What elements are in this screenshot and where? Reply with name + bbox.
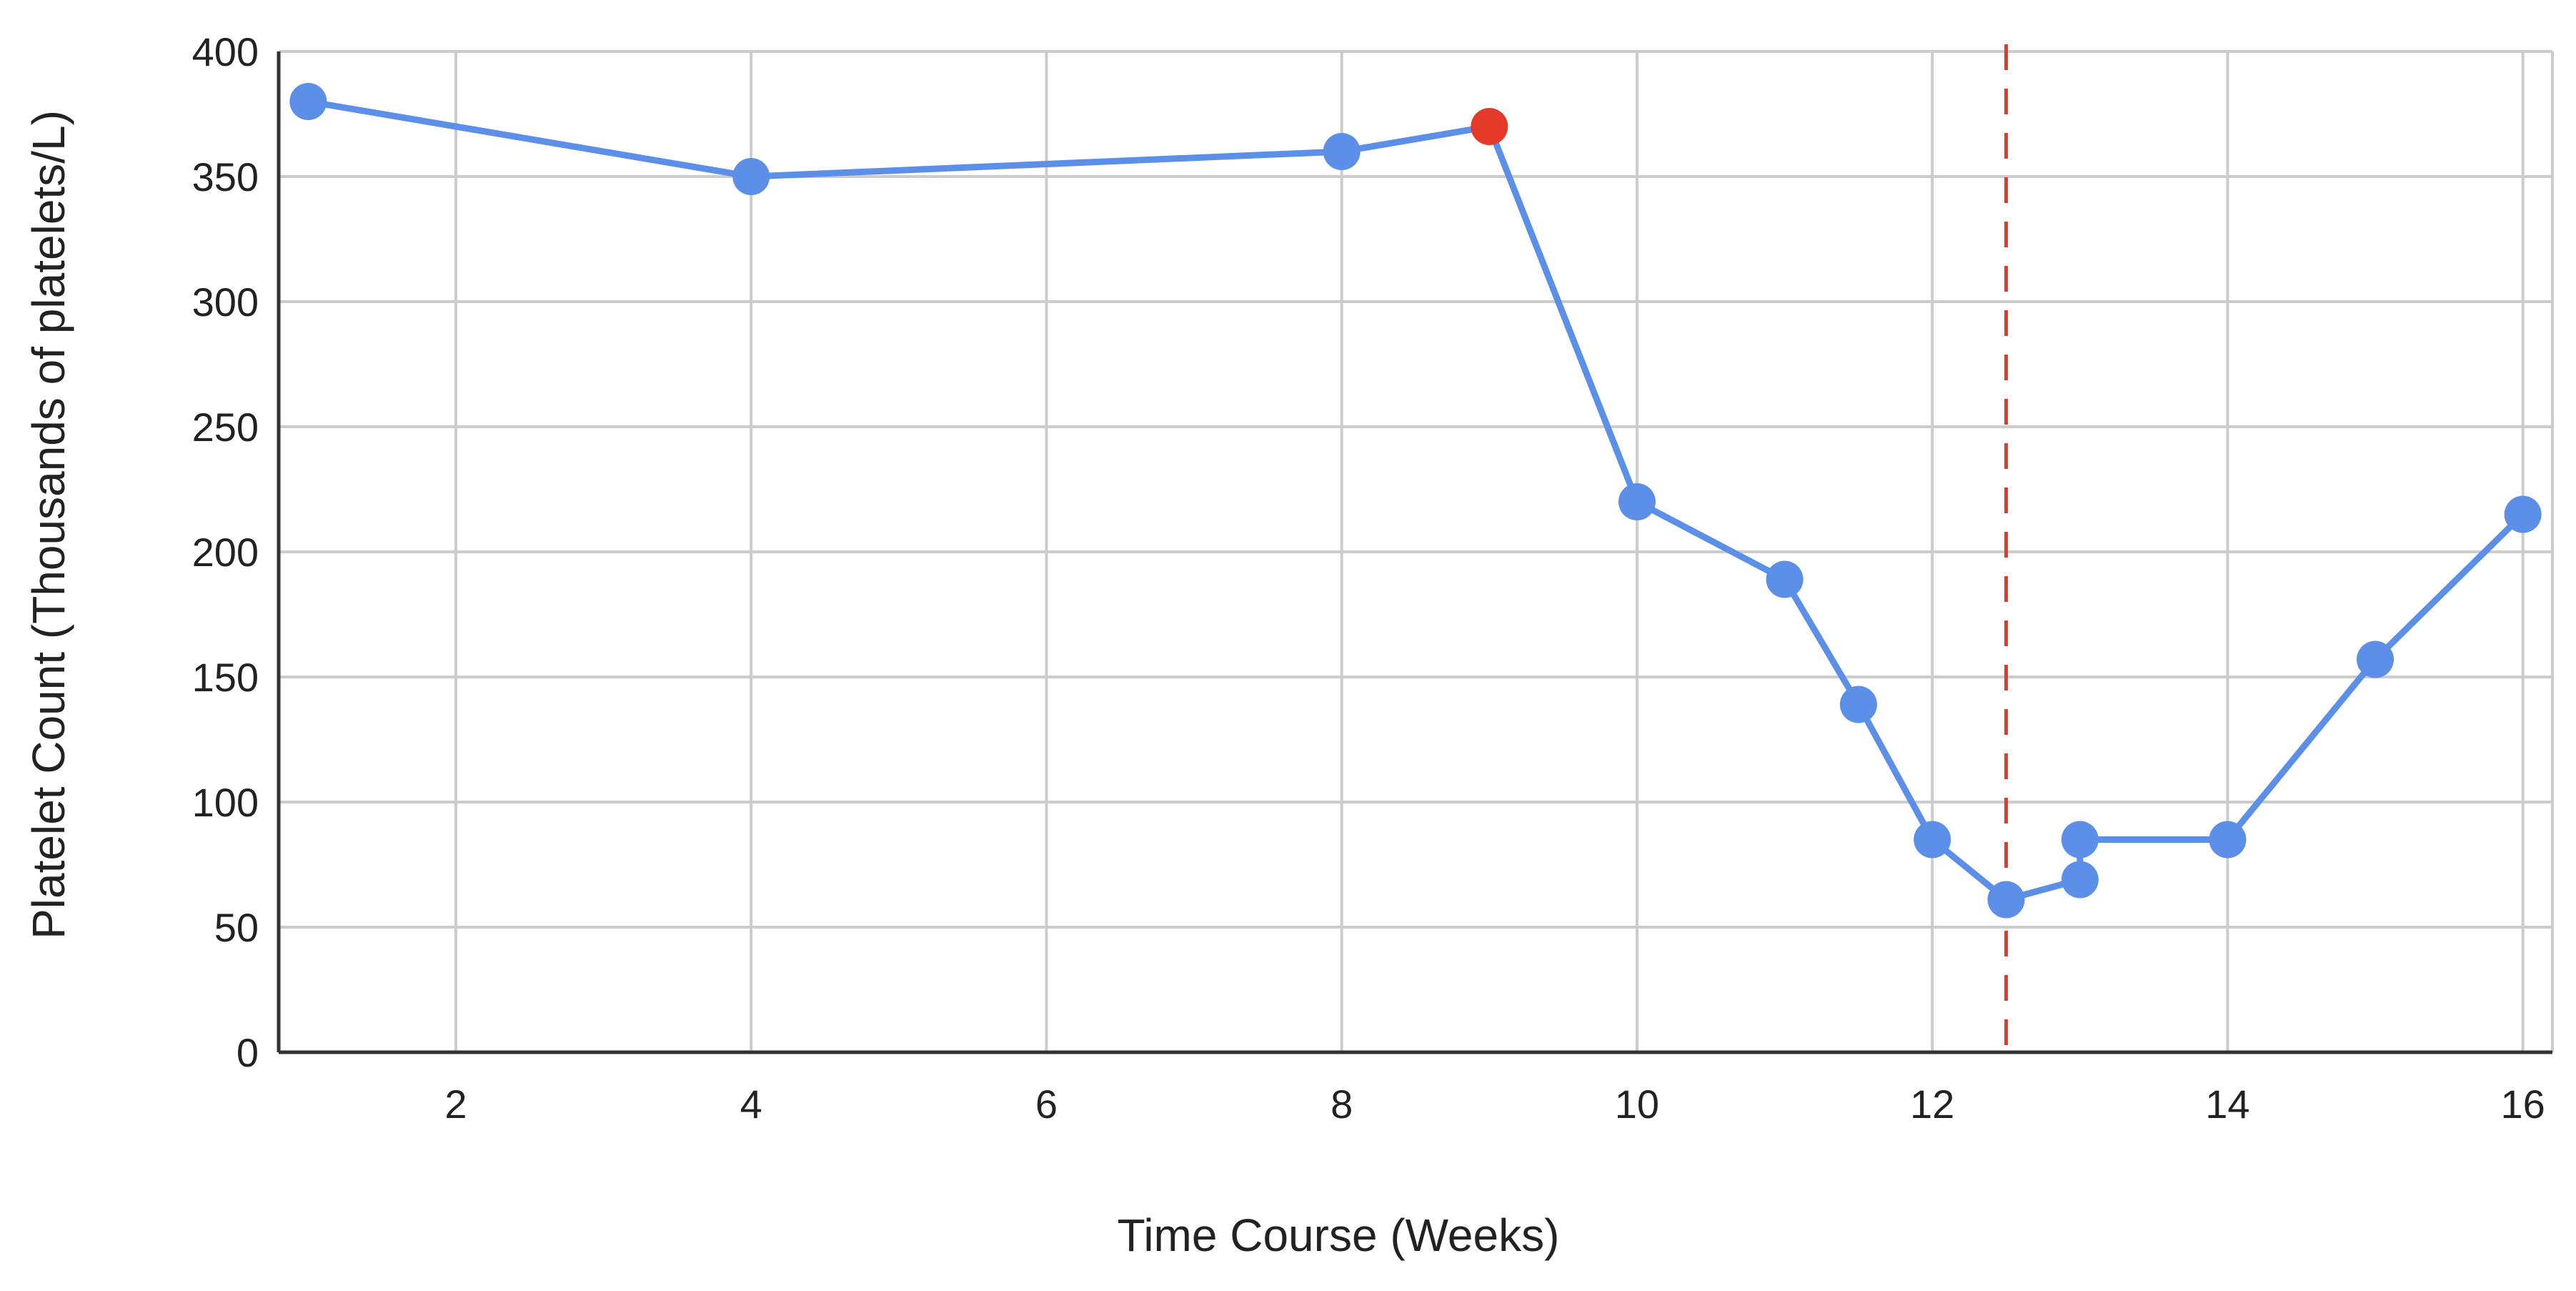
grid-lines: [279, 50, 2554, 1052]
data-series: [289, 83, 2542, 919]
x-tick-label: 14: [2205, 1082, 2249, 1127]
x-tick-label: 8: [1331, 1082, 1353, 1127]
data-point: [1839, 686, 1877, 723]
x-tick-label: 10: [1615, 1082, 1659, 1127]
y-tick-label: 0: [237, 1030, 259, 1075]
x-tick-label: 2: [444, 1082, 467, 1127]
data-point: [2504, 495, 2542, 533]
axes: [277, 51, 2552, 1054]
data-point: [1987, 881, 2025, 919]
highlighted-data-point: [1471, 108, 1508, 145]
data-point: [1766, 560, 1804, 598]
series-line: [304, 98, 2527, 903]
y-tick-label: 400: [192, 29, 259, 74]
y-tick-label: 150: [192, 655, 259, 700]
data-point: [1323, 133, 1361, 170]
y-tick-label: 200: [192, 530, 259, 575]
data-point: [1914, 821, 1951, 859]
data-point: [2061, 861, 2099, 899]
y-tick-label: 250: [192, 405, 259, 450]
data-point: [2061, 821, 2099, 859]
x-axis-title: Time Course (Weeks): [1118, 1210, 1560, 1261]
x-tick-label: 6: [1035, 1082, 1058, 1127]
data-point: [2209, 821, 2247, 859]
y-tick-label: 300: [192, 280, 259, 325]
y-axis-title: Platelet Count (Thousands of platelets/L…: [23, 110, 74, 939]
x-tick-label: 4: [740, 1082, 762, 1127]
tick-labels: 0 50 100 150 200 250 300 350 400 2 4 6 8 10 12 14 16: [192, 29, 2545, 1127]
x-tick-label: 16: [2501, 1082, 2545, 1127]
y-tick-label: 350: [192, 154, 259, 199]
y-tick-label: 100: [192, 780, 259, 825]
data-point: [2357, 640, 2395, 678]
data-point: [1618, 483, 1656, 520]
x-tick-label: 12: [1910, 1082, 1954, 1127]
y-tick-label: 50: [214, 905, 259, 950]
data-point: [732, 158, 770, 195]
data-point: [289, 83, 327, 120]
